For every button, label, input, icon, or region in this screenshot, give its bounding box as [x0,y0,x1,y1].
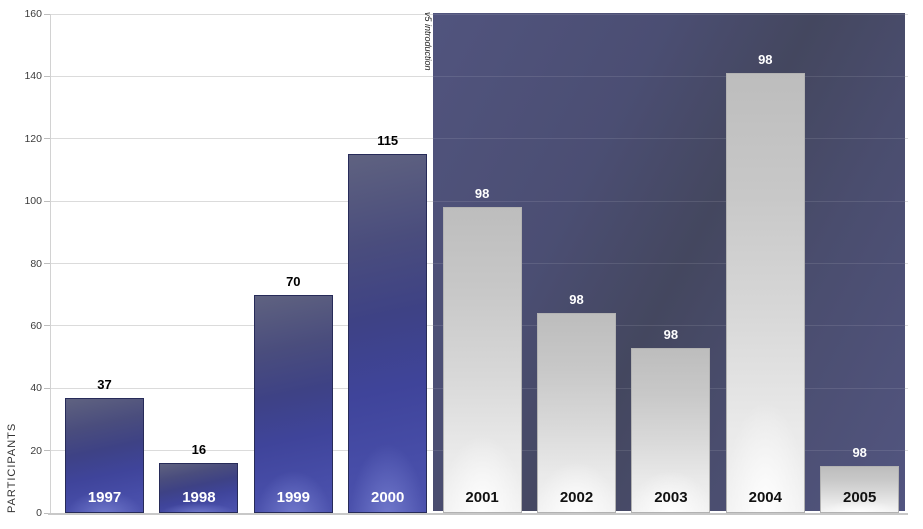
bar-2003 [631,347,711,513]
region-gridline-140 [433,75,905,77]
bar-2005 [820,466,900,513]
region-gridline-60 [433,325,905,327]
y-tick-mark-100 [44,200,50,202]
y-axis-line [50,14,51,513]
bar-2001 [442,207,522,513]
bar-value-label-1997: 37 [97,376,112,392]
bar-year-label-2000: 2000 [371,489,405,506]
bar-value-label-2001: 98 [474,186,490,202]
bar-value-label-2003: 98 [663,326,679,342]
y-tick-mark-80 [44,263,50,264]
region-gridline-120 [433,138,905,140]
bar-1997 [65,397,144,513]
bar-year-label-2004: 2004 [748,489,782,506]
y-tick-mark-20 [44,450,50,452]
region-gridline-160 [433,13,905,15]
y-tick-label-60: 60 [30,319,42,332]
bar-year-label-1997: 1997 [87,489,122,506]
y-tick-mark-160 [44,13,50,15]
y-tick-label-160: 160 [24,8,42,20]
bar-year-label-1999: 1999 [276,489,310,506]
bar-value-label-2004: 98 [758,52,773,68]
v5-annotation-label: v5 introduction [423,12,433,71]
y-axis-label: PARTICIPANTS [6,422,18,513]
y-tick-label-40: 40 [30,382,42,395]
bar-value-label-1999: 70 [286,273,301,289]
y-tick-mark-0 [44,512,50,514]
y-tick-label-0: 0 [36,507,42,519]
bar-year-label-2003: 2003 [654,489,688,506]
bar-1998 [159,463,239,513]
y-tick-mark-60 [44,325,50,327]
region-gridline-80 [433,263,905,264]
y-tick-mark-40 [44,387,50,389]
y-tick-label-120: 120 [24,132,42,145]
bar-year-label-2002: 2002 [559,489,594,506]
bar-2002 [537,313,616,513]
bar-value-label-1998: 16 [191,442,207,458]
bar-value-label-2002: 98 [569,292,584,308]
bar-year-label-2005: 2005 [843,489,877,506]
x-axis-baseline [48,513,908,515]
bar-value-label-2005: 98 [852,445,867,461]
y-tick-label-100: 100 [24,195,42,208]
bar-value-label-2000: 115 [377,133,399,149]
bar-year-label-1998: 1998 [182,489,216,506]
bar-2004 [725,73,805,513]
bar-2000 [348,154,428,513]
bar-1999 [253,294,333,513]
y-tick-label-20: 20 [30,444,42,457]
bar-year-label-2001: 2001 [465,489,499,506]
y-tick-label-140: 140 [24,70,42,83]
y-tick-mark-140 [44,75,50,77]
region-gridline-100 [433,200,905,202]
y-tick-mark-120 [44,138,50,140]
y-tick-label-80: 80 [30,257,42,270]
